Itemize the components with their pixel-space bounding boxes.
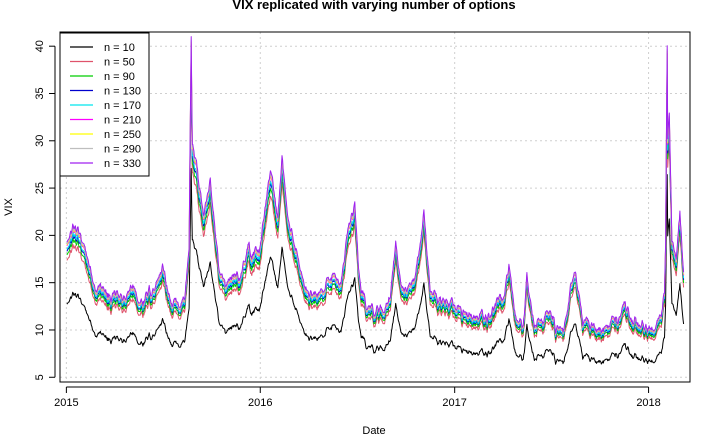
y-tick-label: 40 bbox=[34, 40, 46, 52]
y-axis-label: VIX bbox=[3, 197, 15, 215]
legend-label: n = 250 bbox=[104, 129, 141, 141]
chart-title: VIX replicated with varying number of op… bbox=[232, 0, 515, 12]
legend-label: n = 210 bbox=[104, 115, 141, 127]
y-tick-label: 15 bbox=[34, 277, 46, 289]
series-line-1 bbox=[66, 168, 685, 365]
series-line-5 bbox=[66, 51, 685, 338]
x-axis-label: Date bbox=[362, 425, 385, 436]
y-tick-label: 10 bbox=[34, 324, 46, 336]
y-tick-label: 20 bbox=[34, 229, 46, 241]
x-tick-label: 2015 bbox=[54, 397, 78, 409]
y-tick-label: 5 bbox=[34, 374, 46, 380]
plot-frame bbox=[59, 31, 691, 383]
series-line-2 bbox=[66, 74, 685, 343]
y-tick-label: 35 bbox=[34, 87, 46, 99]
series-lines bbox=[66, 36, 685, 365]
series-line-4 bbox=[66, 55, 685, 339]
legend: n = 10 n = 50 n = 90 n = 130 n = 170 n = 210 n… bbox=[59, 32, 150, 177]
series-line-9 bbox=[66, 36, 685, 334]
x-tick-label: 2017 bbox=[442, 397, 466, 409]
y-tick-label: 25 bbox=[34, 182, 46, 194]
series-line-3 bbox=[66, 63, 685, 341]
legend-label: n = 130 bbox=[104, 86, 141, 98]
legend-label: n = 290 bbox=[104, 144, 141, 156]
x-tick-label: 2016 bbox=[248, 397, 272, 409]
legend-label: n = 330 bbox=[104, 158, 141, 170]
y-tick-label: 30 bbox=[34, 135, 46, 147]
x-tick-label: 2018 bbox=[636, 397, 660, 409]
legend-label: n = 10 bbox=[104, 42, 135, 54]
legend-label: n = 170 bbox=[104, 100, 141, 112]
y-axis: 5 10 15 20 25 30 35 40 bbox=[34, 40, 56, 380]
legend-label: n = 50 bbox=[104, 57, 135, 69]
x-axis: 2015 2016 2017 2018 bbox=[54, 386, 661, 409]
legend-label: n = 90 bbox=[104, 71, 135, 83]
grid-lines bbox=[60, 32, 690, 382]
